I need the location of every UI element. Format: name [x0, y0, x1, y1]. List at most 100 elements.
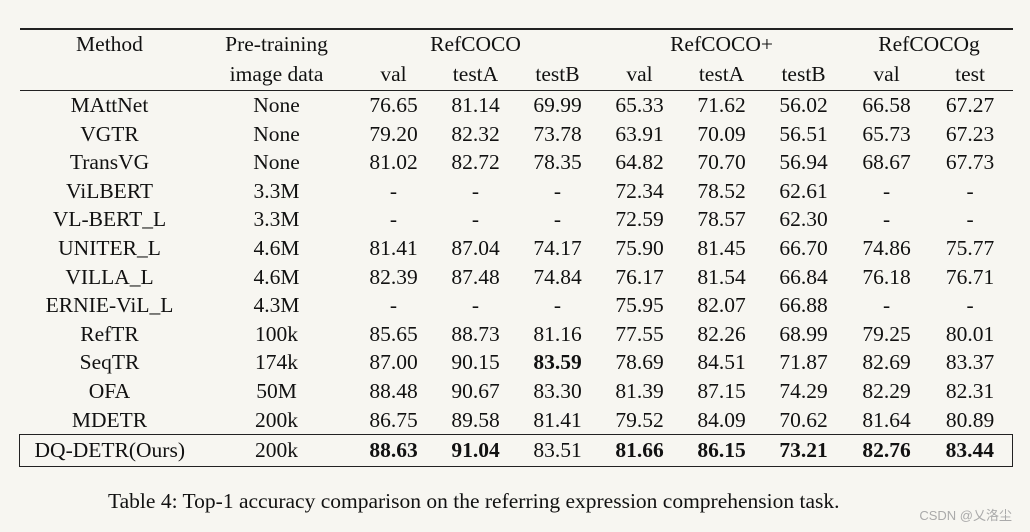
value-cell: 81.16	[533, 321, 582, 346]
table-row: ViLBERT 3.3M - - - 72.34 78.52 62.61 - -	[20, 177, 1013, 206]
value-cell: 91.04	[433, 434, 518, 468]
value-cell: 83.51	[517, 434, 598, 468]
value-cell: -	[389, 293, 398, 318]
table-row: RefTR 100k 85.65 88.73 81.16 77.55 82.26 68.99 7…	[20, 320, 1013, 349]
value-cell: -	[471, 207, 480, 232]
subcol-header: test	[927, 58, 1013, 91]
value-cell: -	[966, 293, 974, 318]
results-table: Method Pre-training RefCOCO RefCOCO+ Ref…	[19, 28, 1014, 468]
table-body: MAttNet None 76.65 81.14 69.99 65.33 71.62 56.0…	[19, 91, 1014, 468]
header-row-1: Method Pre-training RefCOCO RefCOCO+ Ref…	[19, 28, 1013, 58]
pretrain-cell: None	[253, 150, 300, 175]
pretrain-cell: 200k	[199, 434, 354, 468]
value-cell: 64.82	[615, 150, 664, 175]
col-header-pretrain-2: image data	[199, 58, 354, 91]
value-cell: 87.00	[369, 350, 418, 375]
table-row: VL-BERT_L 3.3M - - - 72.59 78.57 62.30 - -	[20, 205, 1013, 234]
value-cell: 68.99	[779, 321, 828, 346]
group-header-refcoco: RefCOCO	[353, 28, 598, 58]
value-cell: 79.52	[615, 407, 664, 432]
value-cell: 88.73	[451, 321, 500, 346]
value-cell: 81.41	[533, 407, 582, 432]
method-cell: MDETR	[71, 407, 148, 432]
pretrain-cell: 4.3M	[253, 293, 300, 318]
method-cell: ViLBERT	[66, 178, 153, 203]
value-cell: 81.14	[451, 93, 500, 117]
method-cell: VL-BERT_L	[52, 207, 167, 232]
value-cell: 76.71	[945, 264, 995, 289]
method-cell: OFA	[88, 378, 131, 403]
value-cell: 88.63	[353, 434, 434, 468]
method-cell: RefTR	[80, 321, 139, 346]
value-cell: 76.18	[862, 264, 911, 289]
value-cell: 72.34	[615, 178, 664, 203]
value-cell: 66.58	[862, 93, 911, 117]
value-cell: -	[882, 293, 891, 318]
table-caption: Table 4: Top-1 accuracy comparison on th…	[108, 489, 840, 513]
value-cell: 81.54	[697, 264, 746, 289]
pretrain-cell: None	[253, 93, 300, 117]
value-cell: 74.29	[779, 378, 828, 403]
pretrain-cell: None	[253, 121, 300, 146]
table-row: OFA 50M 88.48 90.67 83.30 81.39 87.15 74.29 82.2…	[20, 377, 1013, 406]
table-row: ERNIE-ViL_L 4.3M - - - 75.95 82.07 66.88 - -	[20, 291, 1013, 320]
method-cell: UNITER_L	[58, 235, 161, 260]
table-row: MDETR 200k 86.75 89.58 81.41 79.52 84.09 70.62 8…	[20, 406, 1013, 435]
table-row: VGTR None 79.20 82.32 73.78 63.91 70.09 56.51 65…	[20, 120, 1013, 149]
watermark: CSDN @乂洛尘	[919, 508, 1012, 523]
value-cell: 82.39	[369, 264, 418, 289]
pretrain-cell: 100k	[255, 321, 298, 346]
value-cell: 73.21	[761, 434, 846, 468]
value-cell: 82.07	[697, 293, 746, 318]
value-cell: 70.62	[779, 407, 828, 432]
value-cell: 84.09	[697, 407, 746, 432]
table-row: VILLA_L 4.6M 82.39 87.48 74.84 76.17 81.54 66.8…	[20, 263, 1013, 292]
subcol-header: val	[353, 58, 434, 91]
value-cell: 77.55	[615, 321, 664, 346]
value-cell: 69.99	[533, 93, 582, 117]
header-row-2: image data val testA testB val testA tes…	[19, 58, 1013, 91]
method-cell: VGTR	[80, 121, 139, 146]
pretrain-cell: 4.6M	[253, 264, 300, 289]
value-cell: -	[966, 178, 974, 203]
value-cell: 56.51	[779, 121, 828, 146]
value-cell: 63.91	[615, 121, 664, 146]
value-cell: 82.31	[945, 378, 995, 403]
value-cell: 74.84	[533, 264, 582, 289]
method-cell: TransVG	[69, 150, 150, 175]
value-cell: -	[389, 178, 398, 203]
value-cell: 65.73	[862, 121, 911, 146]
value-cell: -	[471, 293, 480, 318]
value-cell: 80.89	[945, 407, 995, 432]
col-header-method: Method	[19, 28, 200, 58]
results-table-container: Method Pre-training RefCOCO RefCOCO+ Ref…	[19, 28, 1014, 468]
value-cell: 62.61	[779, 178, 828, 203]
value-cell: 90.15	[451, 350, 500, 375]
value-cell: 87.48	[451, 264, 500, 289]
method-cell: MAttNet	[70, 93, 149, 117]
value-cell: 66.70	[779, 235, 828, 260]
value-cell: 67.73	[945, 150, 995, 175]
value-cell: 78.35	[533, 150, 582, 175]
value-cell: 85.65	[369, 321, 418, 346]
value-cell: 82.72	[451, 150, 500, 175]
value-cell: 90.67	[451, 378, 500, 403]
value-cell: 82.32	[451, 121, 500, 146]
value-cell: 81.64	[862, 407, 911, 432]
group-header-refcocoplus: RefCOCO+	[597, 28, 846, 58]
value-cell: 87.04	[451, 235, 500, 260]
value-cell: 76.65	[369, 93, 418, 117]
value-cell: 82.29	[862, 378, 911, 403]
subcol-header: val	[597, 58, 682, 91]
value-cell: 78.57	[697, 207, 746, 232]
value-cell: -	[882, 178, 891, 203]
value-cell: 70.09	[697, 121, 746, 146]
method-cell: SeqTR	[79, 350, 140, 375]
pretrain-cell: 174k	[255, 350, 298, 375]
value-cell: 81.41	[369, 235, 418, 260]
value-cell: 71.87	[779, 350, 828, 375]
pretrain-cell: 3.3M	[253, 178, 300, 203]
value-cell: -	[389, 207, 398, 232]
value-cell: 65.33	[615, 93, 664, 117]
value-cell: 74.86	[862, 235, 911, 260]
